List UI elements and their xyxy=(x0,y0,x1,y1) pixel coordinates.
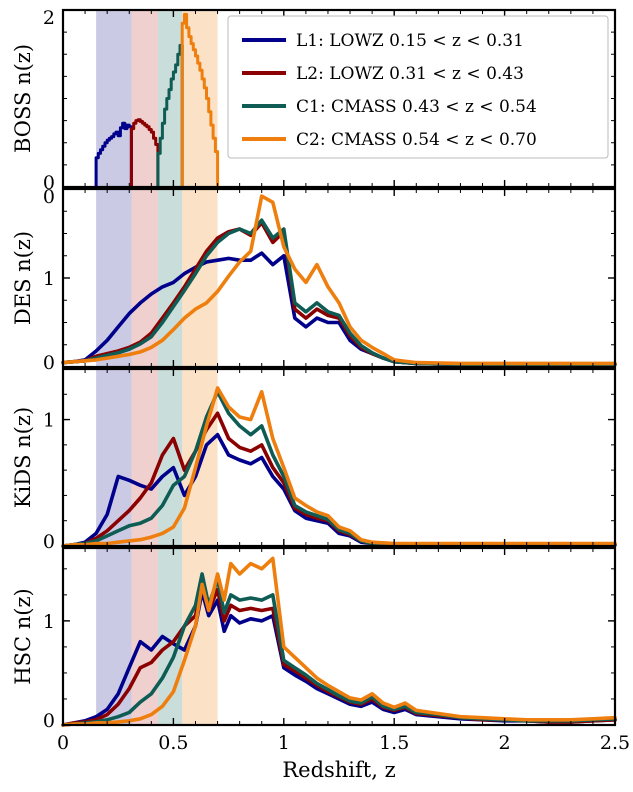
des-band-l1 xyxy=(96,189,132,367)
legend-entry-label: C1: CMASS 0.43 < z < 0.54 xyxy=(296,97,537,117)
boss-series-c2 xyxy=(180,12,220,189)
boss-band-l1 xyxy=(96,10,132,187)
des-band-c2 xyxy=(182,189,218,367)
kids-series-c2 xyxy=(61,386,617,548)
legend-entry-label: L2: LOWZ 0.31 < z < 0.43 xyxy=(296,64,524,84)
x-axis-label: Redshift, z xyxy=(282,758,395,782)
hsc-band-c2 xyxy=(182,548,218,725)
des-ytick-label: 1 xyxy=(43,268,55,290)
kids-panel-frame xyxy=(61,367,617,548)
hsc-y-axis-label: HSC n(z) xyxy=(11,588,35,684)
kids-ytick-label: 1 xyxy=(43,410,55,432)
des-ytick-label: 0 xyxy=(43,352,55,374)
hsc-ytick-label: 0 xyxy=(43,710,55,732)
hsc-series-c2 xyxy=(61,556,617,727)
boss-y-axis-label: BOSS n(z) xyxy=(11,44,35,153)
legend: L1: LOWZ 0.15 < z < 0.31 L2: LOWZ 0.31 < … xyxy=(227,15,609,159)
hsc-ytick-label: 1 xyxy=(43,611,55,633)
xtick-label: 2.5 xyxy=(600,732,630,754)
legend-entry-label: L1: LOWZ 0.15 < z < 0.31 xyxy=(296,31,524,51)
kids-y-axis-label: KiDS n(z) xyxy=(11,407,35,508)
xtick-label: 1.5 xyxy=(379,732,409,754)
des-ytick-label: 0 xyxy=(43,186,55,208)
boss-ytick-label: 0 xyxy=(43,172,55,194)
kids-band-l1 xyxy=(96,369,132,546)
boss-ytick-label: 2 xyxy=(43,7,55,29)
hsc-band-l2 xyxy=(131,548,158,725)
series-layer xyxy=(61,12,617,727)
xtick-label: 2 xyxy=(499,732,511,754)
kids-ytick-label: 0 xyxy=(43,531,55,553)
xtick-label: 0 xyxy=(57,732,69,754)
boss-series-c1 xyxy=(156,43,184,189)
xtick-label: 0.5 xyxy=(158,732,188,754)
boss-series-l2 xyxy=(129,118,160,189)
ticks-layer: 0 2 BOSS n(z) 0 1 0 DES n(z) 0 1 KiDS n(z) 0 1 HSC n… xyxy=(11,7,630,754)
boss-band-c2 xyxy=(182,10,218,187)
legend-entry-label: C2: CMASS 0.54 < z < 0.70 xyxy=(296,130,537,150)
xtick-label: 1 xyxy=(278,732,290,754)
des-series-c2 xyxy=(61,194,617,366)
boss-band-l2 xyxy=(131,10,158,187)
des-y-axis-label: DES n(z) xyxy=(11,231,35,325)
hsc-panel-frame xyxy=(61,546,617,727)
boss-series-l1 xyxy=(94,121,133,189)
legend-box xyxy=(227,15,609,159)
